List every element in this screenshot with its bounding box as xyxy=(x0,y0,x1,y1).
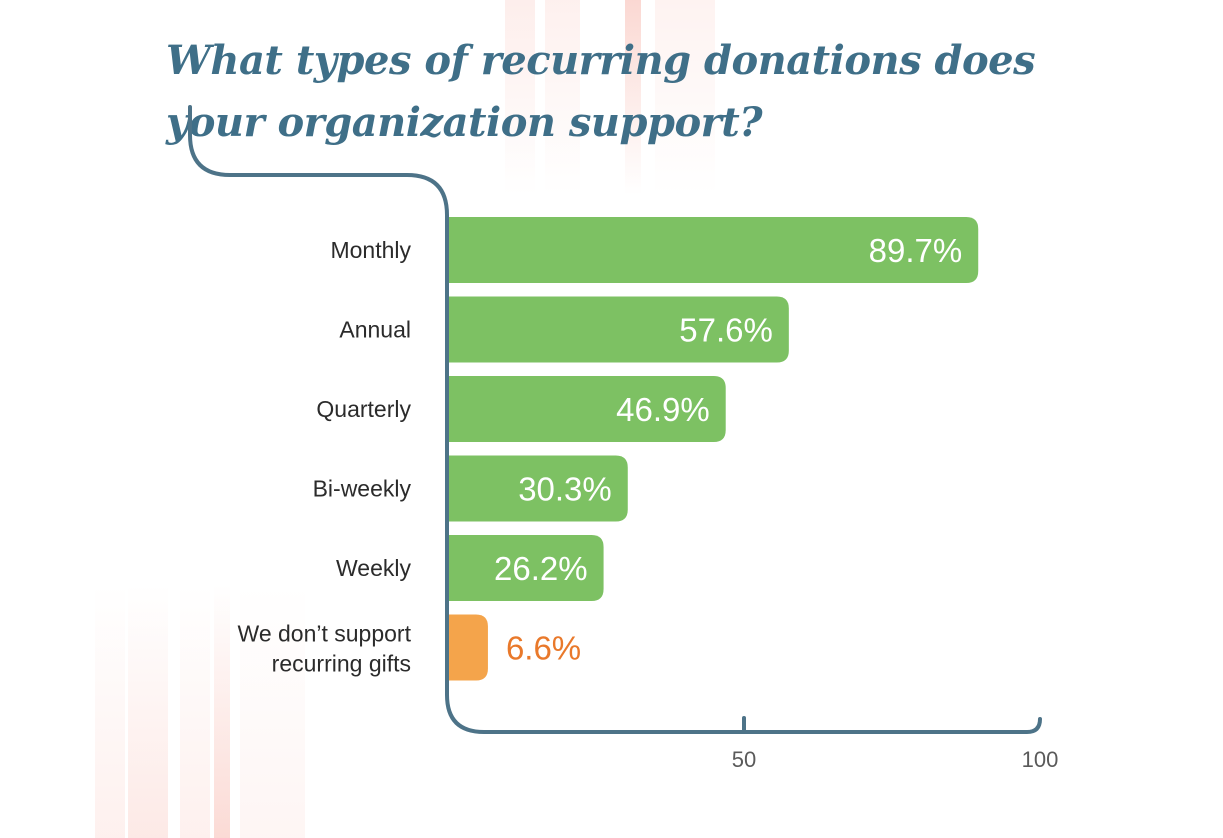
category-label-3: Bi-weekly xyxy=(313,476,412,502)
category-label-0: Monthly xyxy=(330,237,411,263)
bars-group: Monthly 89.7% Annual 57.6% Quarterly 46.9% Bi-… xyxy=(238,217,979,681)
x-axis-ticks: 50 100 xyxy=(732,716,1059,772)
bar-2 xyxy=(449,376,726,442)
value-label-0: 89.7% xyxy=(869,232,963,269)
axis-line xyxy=(188,105,1042,734)
bar-5 xyxy=(449,614,488,681)
category-label-5: We don’t support recurring gifts xyxy=(238,621,412,677)
category-label-4: Weekly xyxy=(336,555,411,581)
value-label-1: 57.6% xyxy=(679,312,773,349)
category-label-2: Quarterly xyxy=(316,396,411,422)
value-label-2: 46.9% xyxy=(616,391,710,428)
chart-title: What types of recurring donations does y… xyxy=(166,37,1036,146)
value-label-3: 30.3% xyxy=(518,471,612,508)
value-label-5: 6.6% xyxy=(506,630,581,667)
bar-4 xyxy=(449,535,604,601)
value-label-4: 26.2% xyxy=(494,550,588,587)
bar-1 xyxy=(449,296,789,363)
x-tick-label-50: 50 xyxy=(732,747,756,772)
x-tick-label-100: 100 xyxy=(1022,747,1059,772)
bar-0 xyxy=(449,217,979,283)
category-label-1: Annual xyxy=(339,317,411,343)
bar-3 xyxy=(449,455,628,522)
